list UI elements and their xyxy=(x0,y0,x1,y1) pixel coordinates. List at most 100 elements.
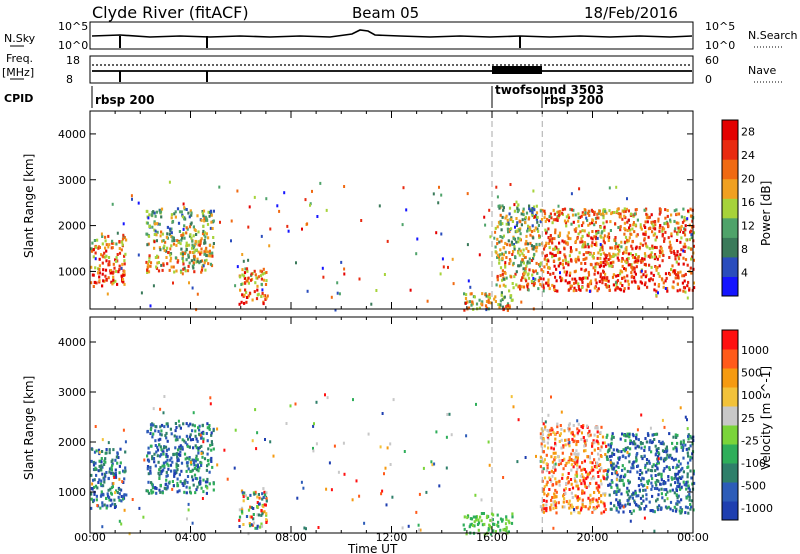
echo-cell xyxy=(173,474,176,478)
echo-cell xyxy=(578,465,581,469)
echo-cell xyxy=(192,483,195,487)
echo-cell xyxy=(208,470,211,474)
echo-cell xyxy=(306,222,309,226)
echo-cell xyxy=(116,452,119,456)
echo-cell xyxy=(638,246,641,249)
echo-cell xyxy=(543,507,546,511)
echo-cell xyxy=(200,259,204,263)
echo-cell xyxy=(556,431,559,434)
echo-cell xyxy=(115,242,118,246)
echo-cell xyxy=(191,246,194,250)
echo-cell xyxy=(97,246,100,250)
echo-cell xyxy=(147,216,150,220)
echo-cell xyxy=(480,302,483,306)
echo-cell xyxy=(638,506,641,510)
echo-cell xyxy=(416,237,419,241)
echo-cell xyxy=(343,267,346,271)
echo-cell xyxy=(207,250,210,254)
echo-cell xyxy=(617,466,620,469)
echo-cell xyxy=(190,213,193,217)
echo-cell xyxy=(592,256,595,260)
echo-cell xyxy=(649,226,652,230)
echo-cell xyxy=(188,215,191,219)
echo-cell xyxy=(210,431,213,435)
echo-cell xyxy=(123,270,126,273)
echo-cell xyxy=(660,472,663,476)
echo-cell xyxy=(502,277,505,281)
echo-cell xyxy=(203,252,206,256)
echo-cell xyxy=(437,201,440,205)
echo-cell xyxy=(186,475,190,478)
echo-cell xyxy=(631,240,634,244)
echo-cell xyxy=(201,265,204,269)
echo-cell xyxy=(98,246,101,249)
echo-cell xyxy=(612,448,615,452)
echo-cell xyxy=(606,276,609,280)
echo-cell xyxy=(185,226,188,230)
echo-cell xyxy=(590,451,594,455)
echo-cell xyxy=(669,507,672,511)
echo-cell xyxy=(624,448,628,451)
echo-cell xyxy=(549,428,552,432)
echo-cell xyxy=(179,444,182,448)
echo-cell xyxy=(117,495,120,499)
echo-cell xyxy=(608,455,611,459)
echo-cell xyxy=(150,481,153,485)
echo-cell xyxy=(688,488,691,492)
power-colorbar-swatch xyxy=(722,120,738,141)
echo-cell xyxy=(205,232,208,236)
echo-cell xyxy=(501,305,505,309)
echo-cell xyxy=(340,260,343,264)
echo-cell xyxy=(560,427,563,431)
echo-cell xyxy=(531,209,534,213)
echo-cell xyxy=(619,212,622,216)
echo-cell xyxy=(187,253,190,257)
echo-cell xyxy=(177,457,180,461)
echo-cell xyxy=(567,288,570,292)
echo-cell xyxy=(472,524,475,527)
echo-cell xyxy=(600,482,603,486)
echo-cell xyxy=(176,484,179,488)
power-colorbar-swatch xyxy=(722,139,738,160)
echo-cell xyxy=(464,301,467,305)
echo-cell xyxy=(552,431,555,434)
echo-cell xyxy=(522,213,525,217)
echo-cell xyxy=(617,258,620,262)
echo-cell xyxy=(261,288,264,292)
echo-cell xyxy=(620,245,623,249)
echo-cell xyxy=(96,486,99,490)
echo-cell xyxy=(195,248,198,252)
echo-cell xyxy=(617,503,620,507)
echo-cell xyxy=(175,269,178,273)
echo-cell xyxy=(531,273,534,277)
echo-cell xyxy=(513,209,516,213)
echo-cell xyxy=(463,292,466,296)
echo-cell xyxy=(554,468,557,472)
echo-cell xyxy=(90,281,93,285)
echo-cell xyxy=(605,477,608,481)
echo-cell xyxy=(641,484,645,488)
echo-cell xyxy=(589,281,592,285)
echo-cell xyxy=(618,499,621,503)
echo-cell xyxy=(554,505,558,509)
echo-cell xyxy=(545,509,548,513)
echo-cell xyxy=(508,243,512,247)
echo-cell xyxy=(465,434,468,438)
echo-cell xyxy=(544,254,547,258)
echo-cell xyxy=(200,251,203,255)
echo-cell xyxy=(633,499,636,503)
echo-cell xyxy=(516,207,519,211)
echo-cell xyxy=(452,282,455,286)
echo-cell xyxy=(183,452,187,456)
velocity-colorbar-tick: 500 xyxy=(741,367,762,380)
echo-cell xyxy=(671,441,674,445)
echo-cell xyxy=(676,289,679,293)
echo-cell xyxy=(654,469,657,473)
echo-cell xyxy=(265,512,268,516)
echo-cell xyxy=(566,476,570,479)
echo-cell xyxy=(623,214,626,218)
echo-cell xyxy=(111,502,114,506)
echo-cell xyxy=(147,472,150,476)
echo-cell xyxy=(197,451,200,455)
echo-cell xyxy=(643,507,646,510)
